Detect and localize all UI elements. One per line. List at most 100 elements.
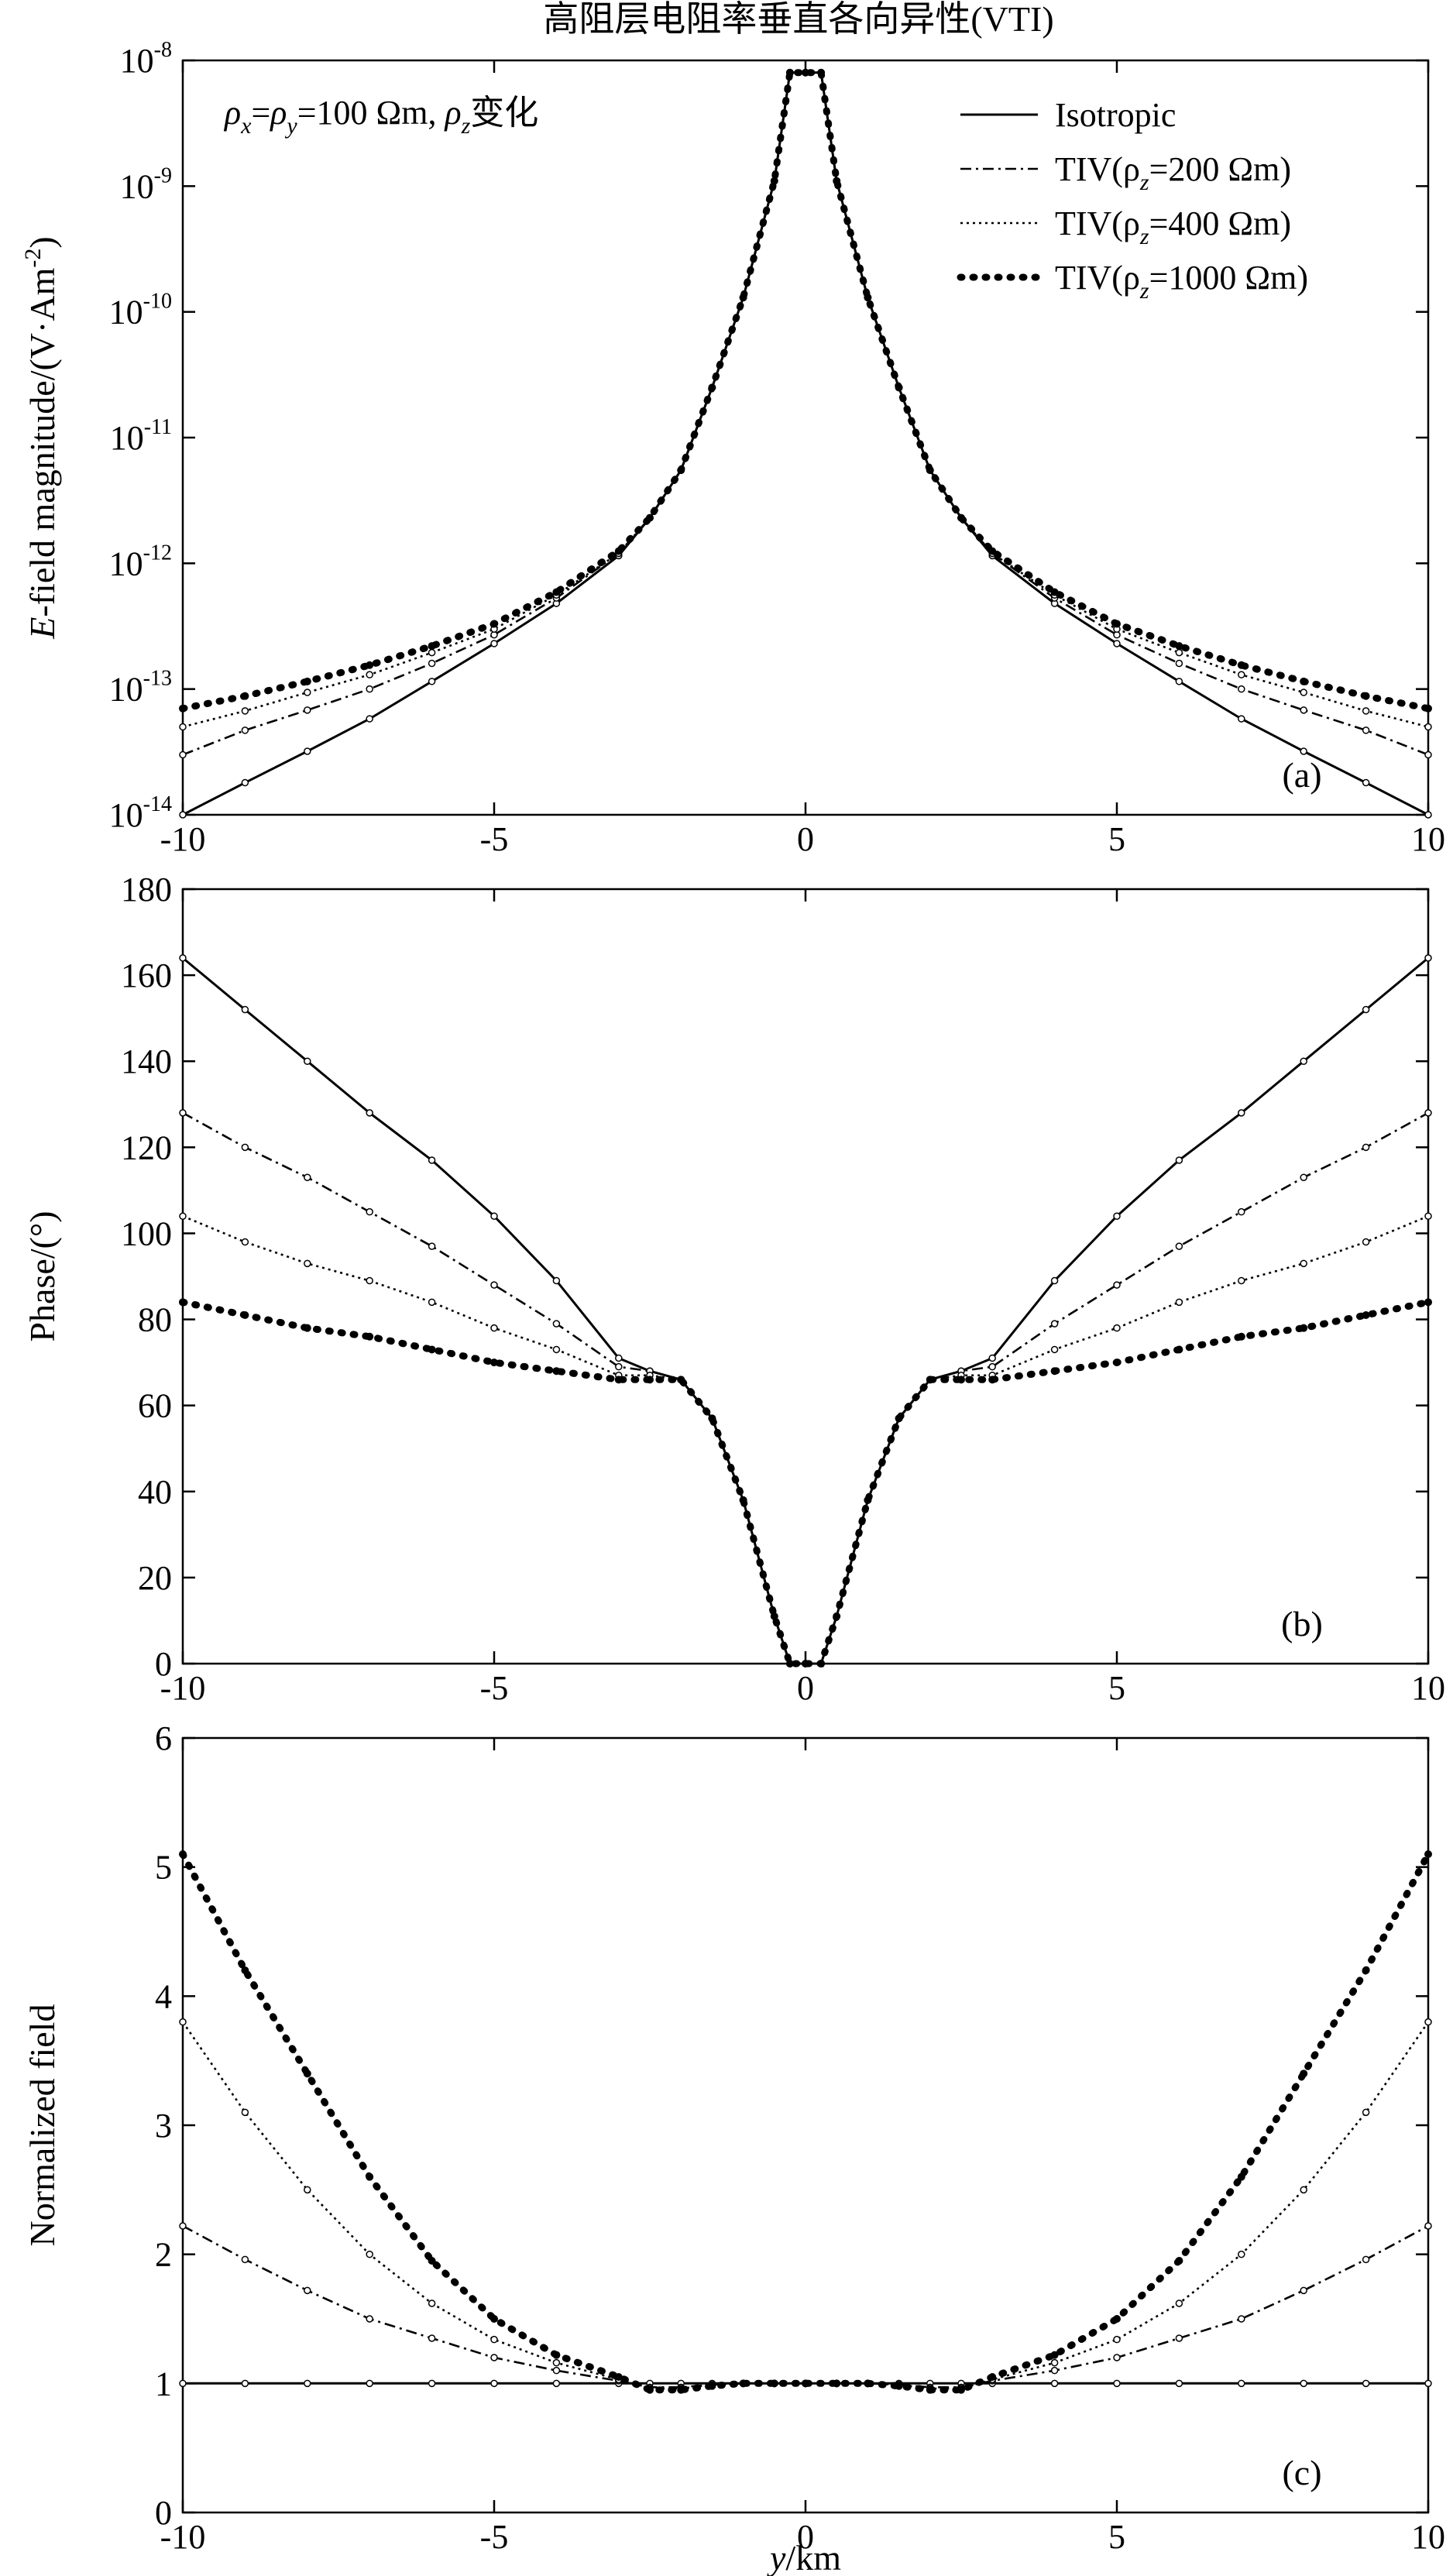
text-span: =1000 Ωm) xyxy=(1149,259,1308,297)
data-point xyxy=(490,620,498,628)
data-point xyxy=(739,1496,747,1504)
data-point xyxy=(428,2334,436,2342)
text-span: z xyxy=(1139,224,1149,249)
plot-frame xyxy=(181,1736,1430,2514)
data-point xyxy=(490,1212,498,1220)
data-point xyxy=(1300,1173,1307,1181)
data-point xyxy=(552,1320,561,1327)
data-point xyxy=(1175,2257,1183,2265)
y-tick-label: 10-8 xyxy=(120,38,172,80)
data-point xyxy=(895,1414,903,1423)
data-point xyxy=(1238,1207,1245,1216)
data-point xyxy=(1238,685,1245,693)
y-tick-label: 0 xyxy=(155,2494,172,2532)
data-point xyxy=(366,1332,374,1341)
x-tick-label: -5 xyxy=(480,820,509,858)
x-tick-label: 5 xyxy=(1108,820,1125,858)
data-point xyxy=(1175,2334,1183,2342)
data-point xyxy=(241,2108,249,2117)
data-point xyxy=(677,466,685,475)
text-span: y xyxy=(767,2538,786,2576)
data-point xyxy=(1175,648,1183,657)
panel-b: -10 -5 0 5 10020406080100120140160180Phase/(… xyxy=(22,871,1445,1707)
data-point xyxy=(179,2379,187,2388)
text-span: z xyxy=(1139,278,1149,304)
series-line-bigdots xyxy=(179,1298,1432,1668)
data-point xyxy=(428,1298,436,1307)
data-point xyxy=(1300,689,1307,696)
data-point xyxy=(988,1376,997,1384)
data-point xyxy=(614,1376,623,1384)
y-tick-label: 10-11 xyxy=(110,415,172,457)
text-span: TIV(ρ xyxy=(1055,150,1140,188)
data-point xyxy=(1424,954,1432,962)
legend-label: Isotropic xyxy=(1055,96,1176,134)
text-span: -8 xyxy=(154,38,172,62)
data-point xyxy=(802,68,809,77)
data-point xyxy=(179,2018,187,2026)
data-point xyxy=(366,1109,373,1117)
data-point xyxy=(428,659,436,668)
data-point xyxy=(988,1362,996,1371)
data-point xyxy=(366,2172,374,2181)
series-line-dashdot xyxy=(182,2224,1429,2389)
x-axis-label: y/km xyxy=(767,2538,841,2576)
text-span: ) xyxy=(22,236,62,248)
text-span: ρ xyxy=(269,94,287,132)
data-point xyxy=(1300,1259,1307,1268)
data-point xyxy=(1238,2315,1245,2323)
y-tick-label: 1 xyxy=(155,2365,172,2403)
y-axis-label: E-field magnitude/(V·Am-2) xyxy=(20,236,62,639)
text-span: =400 Ωm) xyxy=(1149,204,1291,242)
data-point xyxy=(304,2379,311,2388)
text-span: 10 xyxy=(120,167,154,205)
data-point xyxy=(1362,1005,1370,1014)
text-span: ρ xyxy=(443,94,461,132)
text-span: =200 Ωm) xyxy=(1149,150,1291,188)
data-point xyxy=(179,750,187,759)
data-point xyxy=(179,1850,187,1858)
y-tick-label: 120 xyxy=(121,1128,172,1166)
text-span: TIV(ρ xyxy=(1055,204,1140,242)
text-span: -12 xyxy=(143,541,172,565)
data-point xyxy=(179,1212,187,1220)
data-point xyxy=(1424,811,1432,819)
data-point xyxy=(1300,677,1308,685)
data-point xyxy=(552,588,561,596)
data-point xyxy=(1300,1057,1307,1065)
data-point xyxy=(1300,706,1307,714)
text-span: z xyxy=(1139,170,1149,195)
data-point xyxy=(179,811,187,819)
panel-c: -10 -5 0 5 10 0 1 2 3 4 5 6 Normalized field (c) xyxy=(22,1719,1445,2556)
text-span: E xyxy=(22,617,62,640)
data-point xyxy=(1175,2379,1183,2388)
text-span: 10 xyxy=(109,671,143,709)
data-point xyxy=(428,2257,436,2265)
x-tick-label: 10 xyxy=(1411,2518,1445,2556)
x-tick-label: 0 xyxy=(797,820,814,858)
data-point xyxy=(241,1143,249,1152)
text-span: 10 xyxy=(109,544,143,582)
panel-tag: (a) xyxy=(1282,755,1321,795)
text-span: -field magnitude/(V·Am xyxy=(22,267,62,617)
x-tick-label: 0 xyxy=(797,1669,814,1707)
x-tick-label: -5 xyxy=(480,1669,509,1707)
series-line-solid xyxy=(182,957,1429,1665)
data-point xyxy=(926,2385,934,2394)
data-point xyxy=(1424,1212,1432,1220)
data-point xyxy=(1424,704,1432,713)
data-point xyxy=(179,1298,187,1307)
y-tick-label: 10-12 xyxy=(109,541,172,582)
y-tick-label: 40 xyxy=(138,1473,172,1511)
series-line-dotted xyxy=(181,2021,1430,2390)
data-point xyxy=(1362,2379,1370,2388)
data-point xyxy=(615,1354,623,1362)
data-point xyxy=(1113,640,1121,647)
data-point xyxy=(1113,2335,1121,2344)
y-tick-label: 20 xyxy=(138,1559,172,1597)
data-point xyxy=(1113,2315,1121,2323)
data-point xyxy=(428,2379,436,2388)
data-point xyxy=(552,2351,561,2359)
